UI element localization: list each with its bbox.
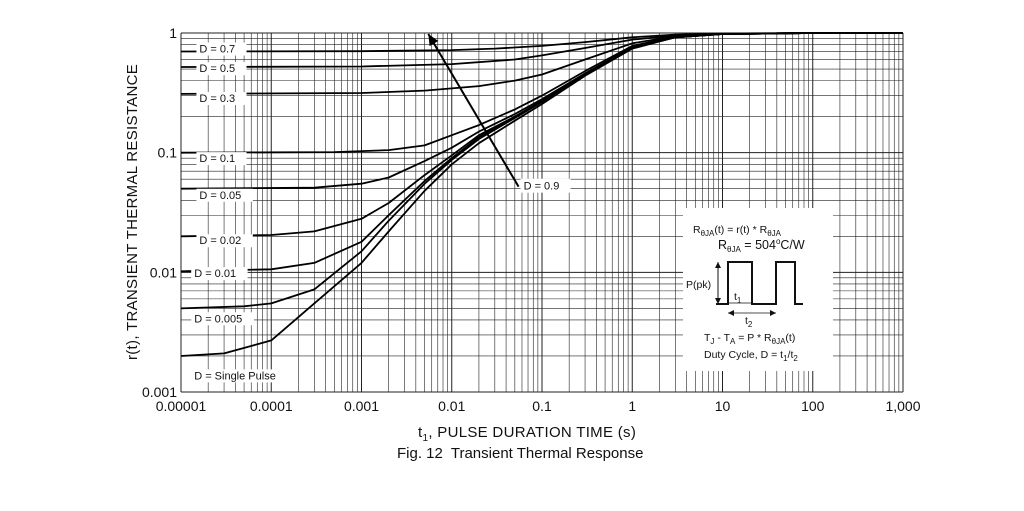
curve-label-background [191, 267, 248, 281]
x-tick-label: 0.0001 [250, 398, 293, 414]
x-tick-label: 0.01 [438, 398, 465, 414]
curve-label: D = 0.1 [199, 153, 235, 165]
inset-background [683, 208, 833, 371]
curve-label: D = 0.7 [199, 44, 235, 56]
pulse-waveform [716, 261, 803, 305]
curve-label: D = 0.05 [199, 190, 241, 202]
y-axis-title: r(t), TRANSIENT THERMAL RESISTANCE [124, 64, 141, 360]
x-tick-label: 100 [801, 398, 825, 414]
ppk-arrow-down-icon [715, 298, 721, 304]
y-tick-label: 1 [169, 25, 177, 41]
x-tick-label: 0.1 [532, 398, 552, 414]
tick-labels: 0.00001 0.0001 0.001 0.01 0.1 1 10 100 1,000 1 0.1… [142, 25, 921, 414]
curve-label: D = 0.3 [199, 93, 235, 105]
y-tick-label: 0.01 [150, 264, 177, 280]
curve-label-background [196, 188, 253, 202]
ppk-label: P(pk) [686, 279, 711, 291]
duty-arrow: D = 0.9 [427, 33, 571, 193]
arrow-label-background [520, 178, 571, 193]
inset-formula-line1: RθJA(t) = r(t) * RθJA [693, 224, 782, 238]
curve-label-background [191, 369, 298, 383]
figure-caption: Fig. 12 Transient Thermal Response [397, 445, 643, 462]
inset-temperature-equation: TJ - TA = P * RθJA(t) [704, 332, 795, 346]
curve-label-background [191, 312, 254, 326]
x-tick-label: 10 [715, 398, 731, 414]
inset-diagram: RθJA(t) = r(t) * RθJA RθJA = 504oC/W P(p… [683, 208, 833, 371]
x-tick-label: 0.001 [344, 398, 379, 414]
ppk-arrow-up-icon [715, 262, 721, 268]
series-line [180, 32, 903, 357]
curve-label: D = Single Pulse [194, 370, 276, 382]
curve-label-background [196, 62, 247, 76]
t2-arrow-right-icon [770, 310, 776, 316]
curve-labels: D = 0.7 D = 0.5 D = 0.3 D = 0.1 D = 0.05 D = … [191, 42, 298, 383]
x-tick-label: 1 [628, 398, 636, 414]
curve-label-background [196, 234, 253, 248]
inset-formula-line2: RθJA = 504oC/W [718, 237, 805, 254]
arrow-label: D = 0.9 [524, 181, 560, 193]
curve-label-background [196, 152, 247, 166]
curve-label-background [196, 42, 247, 56]
curve-label-background [196, 92, 247, 106]
y-tick-label: 0.001 [142, 384, 177, 400]
t2-label: t2 [745, 315, 753, 329]
inset-duty-cycle: Duty Cycle, D = t1/t2 [704, 349, 798, 363]
curve-label: D = 0.005 [194, 313, 242, 325]
curve-label: D = 0.5 [199, 63, 235, 75]
series-curves [180, 32, 903, 357]
x-tick-label: 1,000 [885, 398, 920, 414]
x-axis-title: t1, PULSE DURATION TIME (s) [418, 424, 636, 444]
y-tick-label: 0.1 [158, 145, 178, 161]
curve-label: D = 0.01 [194, 268, 236, 280]
x-tick-label: 0.00001 [156, 398, 207, 414]
arrow-line [427, 33, 520, 188]
t1-label: t1 [734, 291, 742, 305]
t2-arrow-left-icon [728, 310, 734, 316]
arrow-head-icon [428, 34, 439, 47]
curve-label: D = 0.02 [199, 235, 241, 247]
